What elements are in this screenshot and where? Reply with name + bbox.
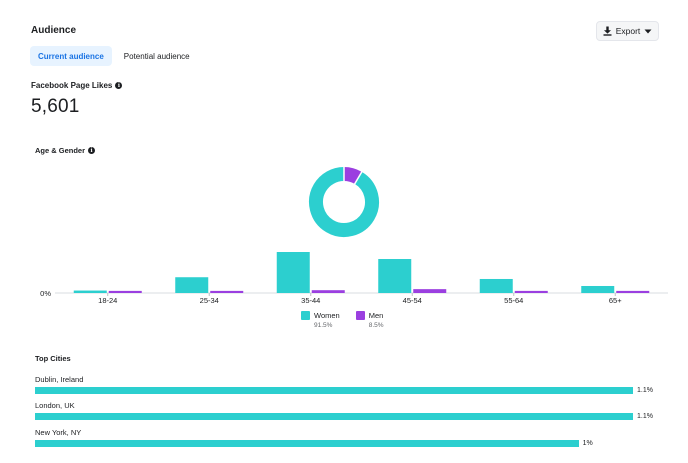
city-percent: 1% <box>582 440 593 447</box>
donut-separator <box>353 170 363 186</box>
legend-item-women[interactable]: Women 91.5% <box>301 311 340 329</box>
legend-label: Men <box>368 311 384 320</box>
x-tick-label: 45-54 <box>403 296 422 305</box>
x-tick-label: 25-34 <box>200 296 219 305</box>
city-percent: 1.1% <box>637 413 653 420</box>
legend-item-men[interactable]: Men 8.5% <box>355 311 384 329</box>
bar-men-35-44 <box>311 290 345 293</box>
x-tick-label: 65+ <box>609 296 622 305</box>
caret-down-icon <box>644 29 652 33</box>
bar-women-55-64 <box>479 278 513 293</box>
info-icon[interactable]: i <box>88 147 96 154</box>
audience-tabs: Current audience Potential audience <box>30 46 198 66</box>
x-tick-label: 35-44 <box>301 296 320 305</box>
bar-men-45-54 <box>413 289 447 293</box>
legend-percent: 8.5% <box>368 322 384 329</box>
city-bar <box>35 440 579 447</box>
city-row: New York, NY 1% <box>35 428 675 447</box>
page-likes-value: 5,601 <box>31 96 80 117</box>
city-row: London, UK 1.1% <box>35 401 675 420</box>
city-bar <box>35 413 633 420</box>
download-icon <box>603 26 612 36</box>
top-cities-title: Top Cities <box>35 354 71 363</box>
city-name: New York, NY <box>35 428 82 437</box>
export-button[interactable]: Export <box>596 21 659 41</box>
city-name: London, UK <box>35 401 75 410</box>
bar-women-25-34 <box>175 277 209 293</box>
bar-men-65+ <box>616 290 650 293</box>
age-gender-label: Age & Gender i <box>35 146 96 155</box>
page-likes-label: Facebook Page Likes i <box>31 81 123 90</box>
bar-women-65+ <box>581 285 615 293</box>
bar-men-25-34 <box>210 290 244 293</box>
age-gender-bar-chart: 0% 18-24 25-34 35-44 45-54 55-64 65+ <box>40 252 668 305</box>
x-tick-label: 18-24 <box>98 296 117 305</box>
bar-men-18-24 <box>108 290 142 293</box>
x-tick-label: 55-64 <box>504 296 523 305</box>
page-likes-label-text: Facebook Page Likes <box>31 81 113 90</box>
gender-donut-chart <box>309 166 379 238</box>
bar-women-35-44 <box>276 252 310 293</box>
tab-potential-audience[interactable]: Potential audience <box>123 51 190 61</box>
bar-men-55-64 <box>514 290 548 293</box>
city-row: Dublin, Ireland 1.1% <box>35 375 675 394</box>
page-title: Audience <box>31 25 77 36</box>
legend-swatch <box>301 311 310 320</box>
age-gender-label-text: Age & Gender <box>35 146 86 155</box>
legend-percent: 91.5% <box>314 322 333 329</box>
city-bar <box>35 387 633 394</box>
y-tick-label: 0% <box>40 289 51 298</box>
city-percent: 1.1% <box>637 387 653 394</box>
legend-label: Women <box>314 311 340 320</box>
chart-legend: Women 91.5% Men 8.5% <box>301 311 384 329</box>
bar-women-18-24 <box>73 290 107 293</box>
bar-women-45-54 <box>378 259 412 293</box>
city-name: Dublin, Ireland <box>35 375 84 384</box>
tab-current-audience[interactable]: Current audience <box>30 46 112 66</box>
info-icon[interactable]: i <box>115 82 123 89</box>
legend-swatch <box>355 311 365 320</box>
export-label: Export <box>615 26 641 36</box>
